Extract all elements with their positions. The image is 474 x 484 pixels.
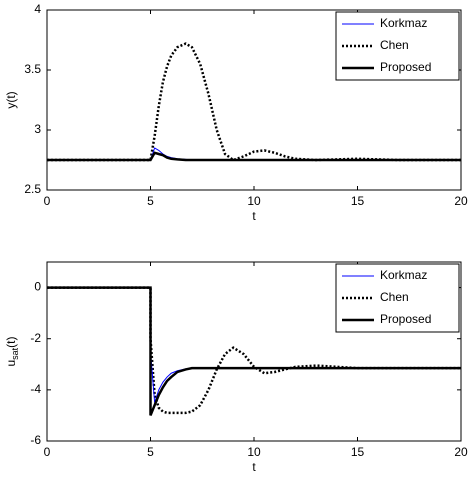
x-axis-label: t xyxy=(252,460,256,474)
y-tick-label: -4 xyxy=(30,382,41,396)
legend-label: Chen xyxy=(380,38,409,52)
x-tick-label: 10 xyxy=(247,194,261,208)
x-tick-label: 5 xyxy=(147,194,154,208)
legend-label: Proposed xyxy=(380,312,431,326)
y-tick-label: 4 xyxy=(34,2,41,16)
series-line xyxy=(47,286,461,416)
x-tick-label: 0 xyxy=(44,194,51,208)
x-tick-label: 15 xyxy=(351,194,365,208)
series-line xyxy=(47,42,461,162)
x-tick-label: 10 xyxy=(247,445,261,459)
y-axis-label-part: (t) xyxy=(4,336,18,347)
y-axis-label-part: u xyxy=(4,360,18,367)
legend-label: Korkmaz xyxy=(380,268,427,282)
x-tick-label: 20 xyxy=(454,445,468,459)
y-tick-label: 0 xyxy=(34,280,41,294)
x-tick-label: 5 xyxy=(147,445,154,459)
y-axis-label-part: sat xyxy=(10,347,20,360)
x-axis-label: t xyxy=(252,209,256,223)
x-tick-label: 15 xyxy=(351,445,365,459)
legend-label: Korkmaz xyxy=(380,16,427,30)
legend-label: Proposed xyxy=(380,60,431,74)
x-tick-label: 20 xyxy=(454,194,468,208)
y-tick-label: 3 xyxy=(34,122,41,136)
x-tick-label: 0 xyxy=(44,445,51,459)
y-axis-label: usat(t) xyxy=(4,336,20,366)
y-axis-label: y(t) xyxy=(4,91,18,108)
y-tick-label: -6 xyxy=(30,433,41,447)
series-line xyxy=(47,286,461,415)
legend-label: Chen xyxy=(380,290,409,304)
series-line xyxy=(47,151,461,162)
y-axis-label-part: y(t) xyxy=(4,91,18,108)
y-tick-label: 3.5 xyxy=(24,62,41,76)
y-tick-label: -2 xyxy=(30,331,41,345)
y-tick-label: 2.5 xyxy=(24,182,41,196)
